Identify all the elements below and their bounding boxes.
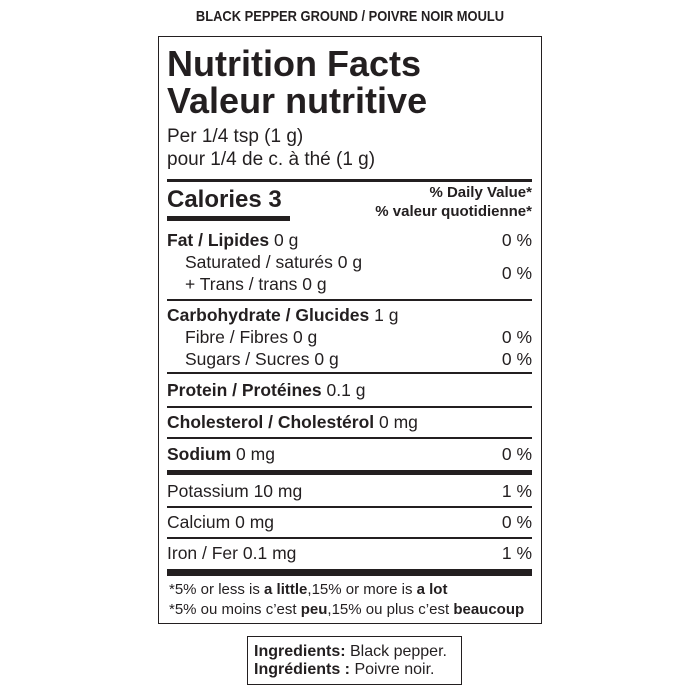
serving-size-en: Per 1/4 tsp (1 g) bbox=[167, 126, 304, 147]
divider bbox=[167, 506, 532, 508]
title-en: Nutrition Facts bbox=[167, 43, 422, 84]
divider bbox=[167, 437, 532, 439]
divider bbox=[167, 179, 532, 182]
fat-row: Fat / Lipides 0 g bbox=[167, 230, 299, 250]
carbohydrate-row: Carbohydrate / Glucides 1 g bbox=[167, 305, 399, 325]
saturated-row: Saturated / saturés 0 g bbox=[185, 252, 363, 272]
fibre-row: Fibre / Fibres 0 g bbox=[185, 327, 318, 347]
serving-size-fr: pour 1/4 de c. à thé (1 g) bbox=[167, 149, 376, 170]
divider bbox=[167, 537, 532, 539]
potassium-dv: 1 % bbox=[501, 481, 532, 501]
cholesterol-row: Cholesterol / Cholestérol 0 mg bbox=[167, 412, 418, 432]
divider bbox=[167, 406, 532, 408]
calories: Calories 3 bbox=[167, 186, 282, 213]
fibre-dv: 0 % bbox=[501, 327, 532, 347]
divider bbox=[167, 299, 532, 301]
divider-thick bbox=[167, 569, 532, 576]
dv-header-fr: % valeur quotidienne* bbox=[375, 203, 532, 220]
trans-row: + Trans / trans 0 g bbox=[185, 274, 327, 294]
title-fr: Valeur nutritive bbox=[167, 80, 428, 121]
dv-header-en: % Daily Value* bbox=[429, 184, 532, 201]
calcium-row: Calcium 0 mg bbox=[167, 512, 274, 532]
potassium-row: Potassium 10 mg bbox=[167, 481, 303, 501]
ingredients-fr: Ingrédients : Poivre noir. bbox=[254, 661, 435, 678]
calories-bar bbox=[167, 216, 290, 221]
calcium-dv: 0 % bbox=[501, 512, 532, 532]
nutrition-facts-table bbox=[158, 36, 542, 624]
footnote-fr: *5% ou moins c’est peu,15% ou plus c’est… bbox=[169, 601, 525, 618]
sodium-row: Sodium 0 mg bbox=[167, 444, 275, 464]
footnote-en: *5% or less is a little,15% or more is a… bbox=[169, 581, 448, 598]
sodium-dv: 0 % bbox=[501, 444, 532, 464]
sugars-row: Sugars / Sucres 0 g bbox=[185, 349, 339, 369]
sat-trans-dv: 0 % bbox=[501, 263, 532, 283]
sugars-dv: 0 % bbox=[501, 349, 532, 369]
divider bbox=[167, 372, 532, 374]
ingredients-en: Ingredients: Black pepper. bbox=[254, 643, 447, 660]
protein-row: Protein / Protéines 0.1 g bbox=[167, 380, 366, 400]
iron-row: Iron / Fer 0.1 mg bbox=[167, 543, 297, 563]
ingredients-box bbox=[247, 636, 462, 685]
product-name: BLACK PEPPER GROUND / POIVRE NOIR MOULU bbox=[195, 8, 505, 25]
divider-thick bbox=[167, 470, 532, 475]
iron-dv: 1 % bbox=[501, 543, 532, 563]
fat-dv: 0 % bbox=[501, 230, 532, 250]
